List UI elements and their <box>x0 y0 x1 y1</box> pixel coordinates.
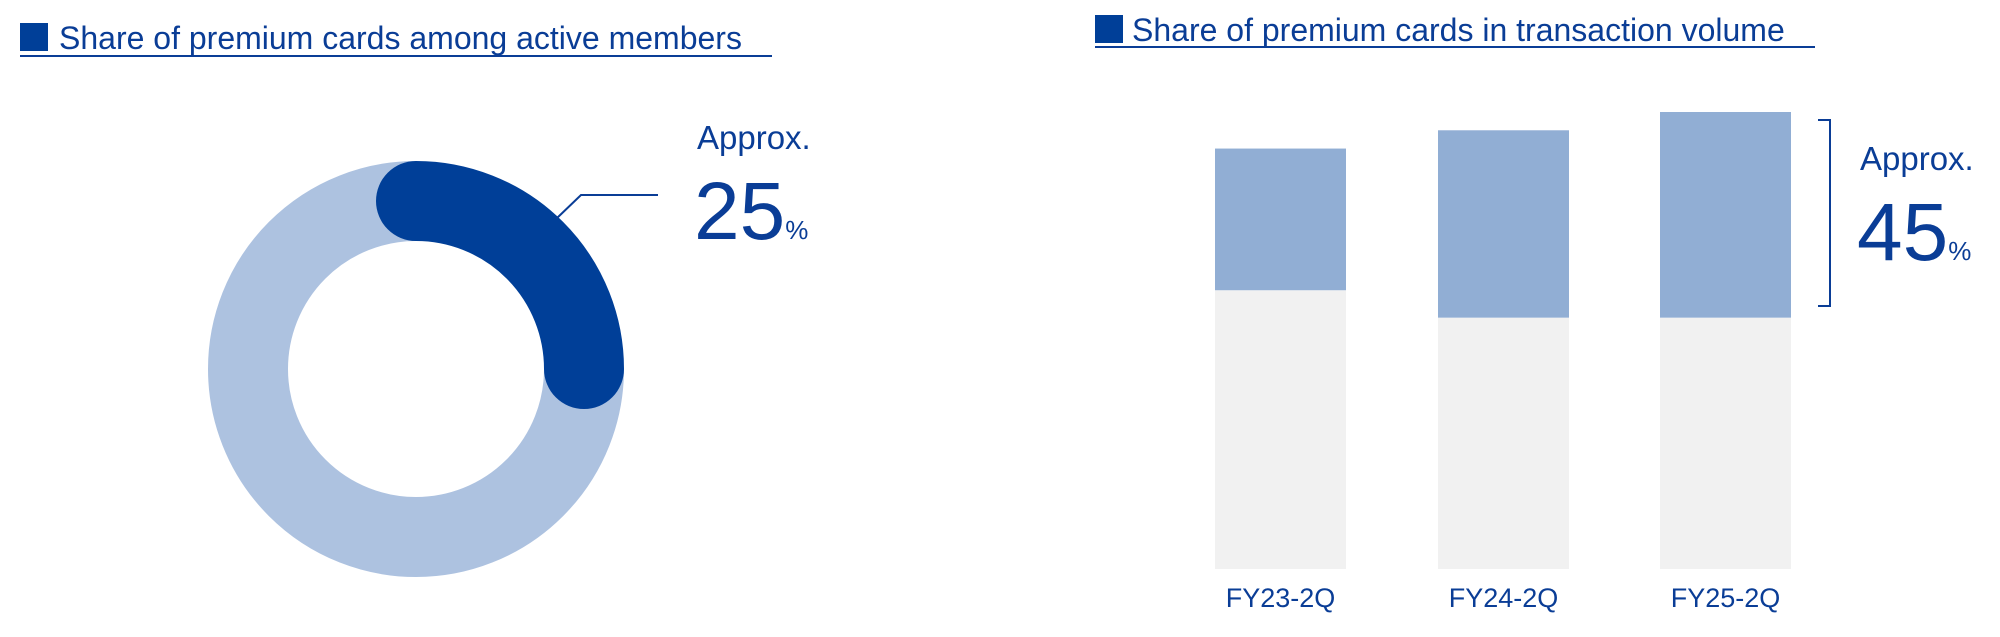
bar-segment <box>1660 317 1791 569</box>
donut-segment <box>376 161 624 409</box>
x-tick-label: FY23-2Q <box>1226 583 1336 613</box>
annotation-value: 25% <box>694 166 808 257</box>
annotation-number: 45 <box>1857 187 1948 278</box>
title-marker <box>20 23 48 51</box>
annotation-prefix: Approx. <box>697 119 811 156</box>
donut-segment <box>208 161 624 577</box>
chart-title: Share of premium cards in transaction vo… <box>1132 12 1785 48</box>
annotation-unit: % <box>785 215 808 245</box>
x-tick-label: FY24-2Q <box>1449 583 1559 613</box>
annotation-unit: % <box>1948 236 1971 266</box>
annotation-prefix: Approx. <box>1860 140 1974 177</box>
annotation-number: 25 <box>694 166 785 257</box>
title-marker <box>1095 15 1123 43</box>
chart-title: Share of premium cards among active memb… <box>59 20 742 56</box>
bar-segment <box>1438 130 1569 318</box>
x-tick-label: FY25-2Q <box>1671 583 1781 613</box>
bracket <box>1818 119 1831 307</box>
leader-line <box>555 194 658 220</box>
annotation-value: 45% <box>1857 187 1971 278</box>
bar-segment <box>1215 290 1346 569</box>
bar-segment <box>1215 148 1346 291</box>
bar-segment <box>1438 317 1569 569</box>
bar-segment <box>1660 112 1791 318</box>
